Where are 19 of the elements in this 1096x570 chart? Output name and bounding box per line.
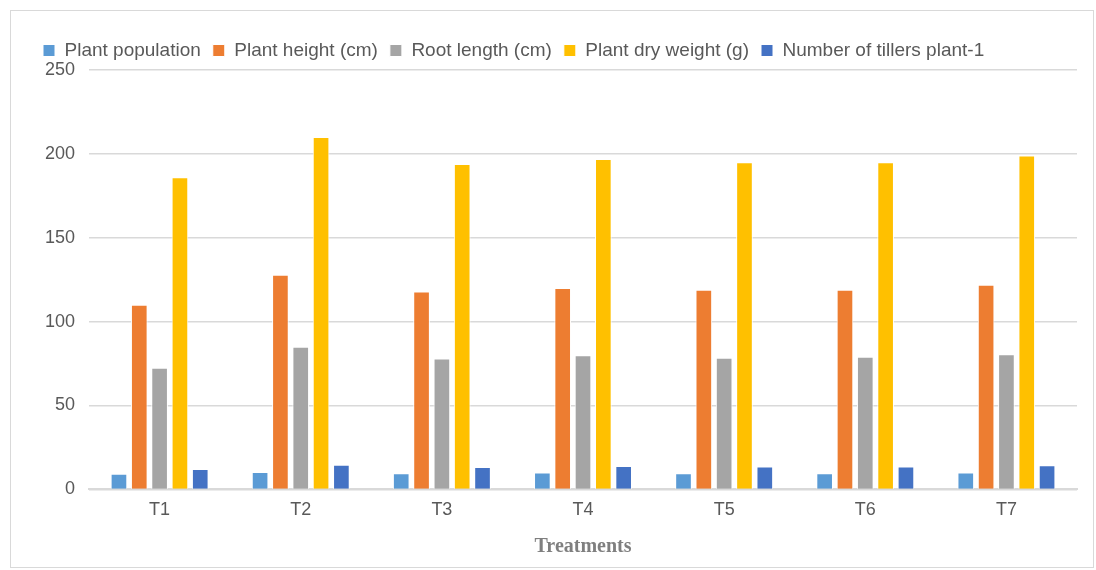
legend-label: Plant height (cm) bbox=[234, 38, 378, 60]
legend-label: Number of tillers plant-1 bbox=[782, 38, 985, 60]
x-tick-label: T6 bbox=[854, 499, 876, 520]
x-tick-label: T2 bbox=[290, 499, 312, 520]
legend-label: Root length (cm) bbox=[411, 38, 552, 60]
x-tick-label: T7 bbox=[995, 499, 1017, 520]
x-tick-label: T1 bbox=[149, 499, 171, 520]
y-tick-label: 250 bbox=[44, 58, 76, 79]
x-tick-label: T5 bbox=[713, 499, 735, 520]
legend-label: Plant population bbox=[64, 38, 201, 60]
y-tick-label: 150 bbox=[44, 226, 76, 247]
y-tick-label: 200 bbox=[44, 142, 76, 163]
x-axis-title: Treatments bbox=[534, 534, 632, 557]
y-tick-label: 50 bbox=[55, 394, 76, 415]
y-tick-label: 0 bbox=[65, 478, 76, 499]
x-tick-label: T4 bbox=[572, 499, 594, 520]
legend-label: Plant dry weight (g) bbox=[585, 38, 750, 60]
y-tick-label: 100 bbox=[44, 310, 76, 331]
x-tick-label: T3 bbox=[431, 499, 453, 520]
